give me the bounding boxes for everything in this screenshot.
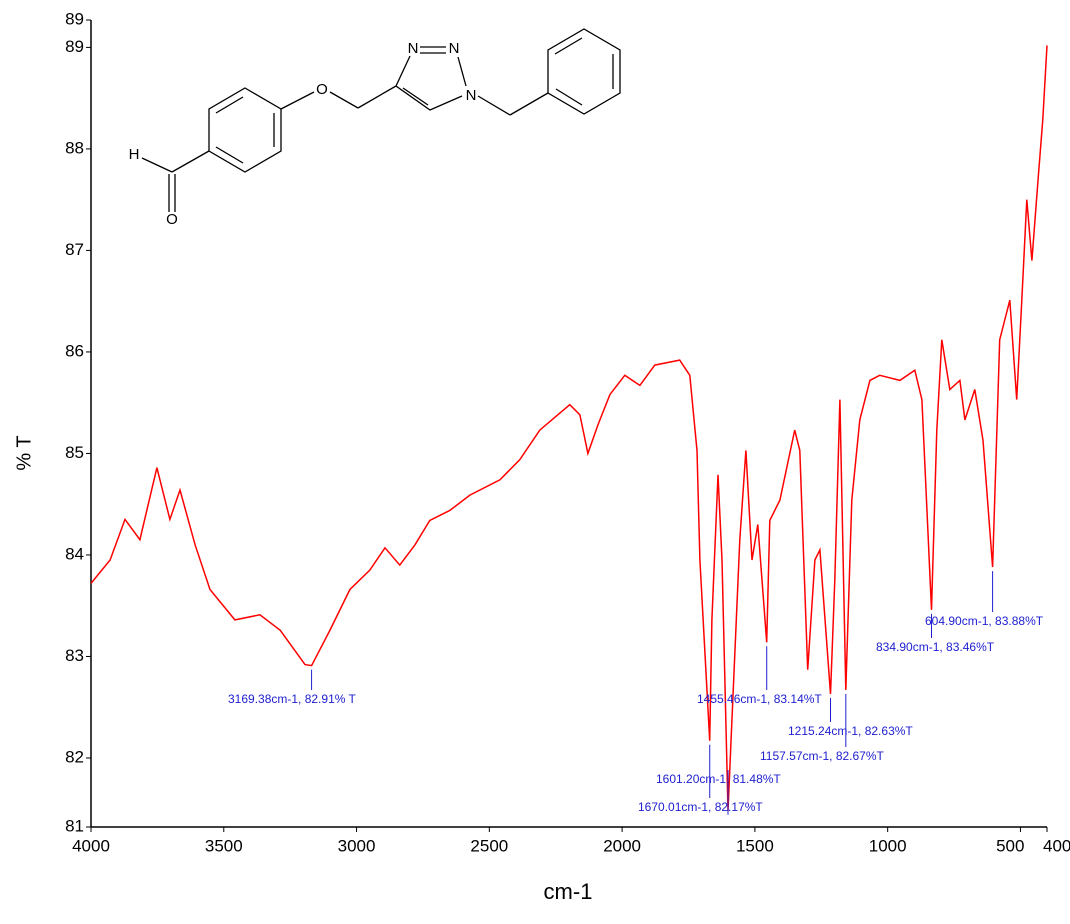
y-tick-label: 88 (65, 138, 84, 157)
bond (171, 150, 210, 173)
bond (457, 56, 467, 87)
atom-label: O (316, 81, 328, 98)
bond (477, 95, 511, 116)
atom-label: O (166, 211, 178, 228)
bond (357, 85, 397, 109)
ring (208, 87, 282, 173)
bond (280, 91, 315, 110)
bond (554, 37, 583, 55)
bond (215, 96, 244, 114)
atom-label: N (449, 40, 460, 57)
annotation-label: 1455.46cm-1, 83.14%T (697, 692, 822, 706)
bond (555, 88, 583, 106)
annotation-label: 1157.57cm-1, 82.67%T (760, 749, 885, 763)
ring (395, 55, 463, 111)
atom-label: H (129, 146, 140, 163)
y-tick-label: 87 (65, 240, 84, 259)
annotation-label: 3169.38cm-1, 82.91% T (228, 692, 357, 706)
bond (141, 157, 173, 173)
x-tick-label: 3500 (205, 836, 243, 855)
annotation-label: 1670.01cm-1, 82.17%T (638, 800, 763, 814)
atom-label: N (408, 40, 419, 57)
y-tick-label: 85 (65, 443, 84, 462)
structure: H O O N N N (129, 28, 621, 228)
x-tick-label: 2000 (603, 836, 641, 855)
x-tick-label: 1500 (736, 836, 774, 855)
y-tick-label: 83 (65, 646, 84, 665)
bond (402, 87, 429, 106)
bond (329, 91, 359, 109)
x-tick-label: 500 (996, 836, 1024, 855)
x-tick-label: 2500 (470, 836, 508, 855)
annotation-label: 834.90cm-1, 83.46%T (876, 640, 995, 654)
y-tick-label: 89 (65, 37, 84, 56)
y-tick-label: 84 (65, 544, 84, 563)
x-axis-label: cm-1 (544, 879, 593, 904)
x-tick-label: 400 (1043, 836, 1070, 855)
bond (215, 146, 244, 164)
annotation-label: 1601.20cm-1, 81.48%T (656, 772, 781, 786)
ring (547, 28, 621, 115)
y-axis-label: % T (13, 435, 35, 470)
y-tick-label: 86 (65, 341, 84, 360)
y-tick-label: 89 (65, 9, 84, 28)
atom-label: N (466, 87, 477, 104)
annotation-label: 1215.24cm-1, 82.63%T (788, 724, 913, 738)
bond (509, 92, 549, 116)
y-tick-label: 81 (65, 816, 84, 835)
x-tick-label: 4000 (72, 836, 110, 855)
y-tick-label: 82 (65, 747, 84, 766)
annotation-label: 604.90cm-1, 83.88%T (925, 614, 1044, 628)
x-tick-label: 3000 (338, 836, 376, 855)
x-tick-label: 1000 (869, 836, 907, 855)
